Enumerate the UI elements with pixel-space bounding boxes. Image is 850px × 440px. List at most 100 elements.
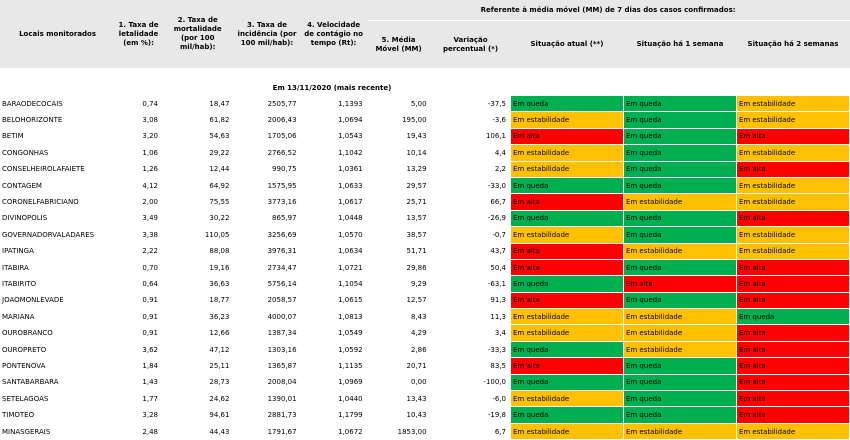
cell-situacao-1-semana: Em queda — [622, 160, 737, 178]
cell-local: BARAODECOCAIS — [2, 99, 63, 108]
cell-mortalidade: 18,47 — [209, 99, 230, 108]
cell-mortalidade: 36,63 — [209, 279, 230, 288]
table-row: OUROPRETO 3,62 47,12 1303,16 1,0592 2,86 -33,3… — [0, 340, 850, 359]
cell-situacao-2-semanas: Em estabilidade — [735, 242, 850, 260]
cell-situacao-atual: Em alta — [510, 357, 624, 375]
cell-situacao-atual: Em alta — [510, 193, 624, 211]
cell-letalidade: 3,62 — [142, 345, 158, 354]
cell-letalidade: 0,70 — [142, 263, 158, 272]
cell-mortalidade: 12,66 — [209, 329, 230, 338]
cell-situacao-atual: Em queda — [510, 406, 624, 424]
cell-situacao-1-semana: Em queda — [622, 176, 737, 195]
cell-situacao-1-semana: Em estabilidade — [622, 422, 737, 440]
header-situacao-atual: Situação atual (**) — [510, 20, 624, 68]
cell-situacao-2-semanas: Em estabilidade — [735, 193, 850, 211]
cell-situacao-1-semana: Em queda — [622, 390, 737, 408]
table-row: OUROBRANCO 0,91 12,66 1387,34 1,0549 4,29 3,4 E… — [0, 324, 850, 342]
cell-media-movel: 2,86 — [410, 345, 427, 354]
cell-local: SANTABARBARA — [2, 378, 59, 387]
cell-situacao-1-semana: Em queda — [622, 226, 737, 244]
cell-incidencia: 2766,52 — [267, 148, 297, 157]
cell-situacao-2-semanas: Em alta — [735, 258, 850, 277]
cell-media-movel: 19,43 — [406, 132, 427, 141]
cell-variacao: 50,4 — [490, 263, 506, 272]
cell-local: BELOHORIZONTE — [2, 116, 63, 125]
cell-media-movel: 29,57 — [406, 181, 427, 190]
cell-situacao-atual: Em queda — [510, 275, 624, 293]
cell-local: DIVINOPOLIS — [2, 214, 48, 223]
cell-rt: 1,1054 — [338, 279, 363, 288]
cell-situacao-1-semana: Em estabilidade — [622, 308, 737, 326]
table-row: ITABIRA 0,70 19,16 2734,47 1,0721 29,86 50,4 Em… — [0, 258, 850, 277]
cell-situacao-1-semana: Em alta — [622, 275, 737, 293]
cell-incidencia: 990,75 — [272, 165, 297, 174]
cell-situacao-2-semanas: Em queda — [735, 308, 850, 326]
cell-media-movel: 25,71 — [406, 198, 427, 207]
cell-mortalidade: 75,55 — [209, 198, 230, 207]
cell-situacao-1-semana: Em queda — [622, 406, 737, 424]
cell-local: TIMOTEO — [2, 411, 35, 420]
cell-mortalidade: 47,12 — [209, 345, 230, 354]
table-row: GOVERNADORVALADARES 3,38 110,05 3256,69 1,05… — [0, 226, 850, 244]
cell-incidencia: 865,97 — [272, 214, 297, 223]
cell-situacao-1-semana: Em queda — [622, 127, 737, 146]
cell-letalidade: 1,84 — [142, 361, 158, 370]
cell-letalidade: 4,12 — [142, 181, 158, 190]
header-mortalidade: 2. Taxa de mortalidade (por 100 mil/hab)… — [162, 0, 234, 68]
header-situacao-1-semana: Situação há 1 semana — [623, 20, 737, 68]
cell-rt: 1,0570 — [338, 230, 363, 239]
table-row: DIVINOPOLIS 3,49 30,22 865,97 1,0448 13,57 -26… — [0, 209, 850, 228]
cell-mortalidade: 30,22 — [209, 214, 230, 223]
cell-situacao-1-semana: Em estabilidade — [622, 242, 737, 260]
cell-situacao-1-semana: Em queda — [622, 94, 737, 113]
cell-situacao-1-semana: Em queda — [622, 111, 737, 129]
cell-situacao-2-semanas: Em estabilidade — [735, 226, 850, 244]
cell-local: CONGONHAS — [2, 148, 49, 157]
cell-rt: 1,0543 — [338, 132, 363, 141]
cell-situacao-atual: Em queda — [510, 340, 624, 359]
cell-incidencia: 2058,57 — [267, 296, 297, 305]
cell-situacao-2-semanas: Em alta — [735, 291, 850, 310]
cell-incidencia: 1365,87 — [267, 361, 297, 370]
header-letalidade: 1. Taxa de letalidade (em %): — [115, 0, 162, 68]
cell-situacao-atual: Em estabilidade — [510, 324, 624, 342]
spacer-row — [0, 68, 850, 81]
cell-media-movel: 10,14 — [406, 148, 427, 157]
cell-media-movel: 20,71 — [406, 361, 427, 370]
cell-letalidade: 0,74 — [142, 99, 158, 108]
cell-situacao-2-semanas: Em alta — [735, 324, 850, 342]
cell-rt: 1,0721 — [338, 263, 363, 272]
cell-situacao-1-semana: Em queda — [622, 258, 737, 277]
cell-letalidade: 3,38 — [142, 230, 158, 239]
cell-situacao-2-semanas: Em alta — [735, 373, 850, 392]
cell-letalidade: 2,00 — [142, 198, 158, 207]
cell-situacao-atual: Em estabilidade — [510, 111, 624, 129]
cell-rt: 1,0549 — [338, 329, 363, 338]
table-row: CONSELHEIROLAFAIETE 1,26 12,44 990,75 1,0361… — [0, 160, 850, 178]
table-body: Em 13/11/2020 (mais recente) BARAODECOCA… — [0, 68, 850, 440]
cell-incidencia: 2734,47 — [267, 263, 297, 272]
cell-variacao: -0,7 — [492, 230, 506, 239]
cell-situacao-2-semanas: Em estabilidade — [735, 144, 850, 162]
cell-rt: 1,0615 — [338, 296, 363, 305]
cell-incidencia: 1791,67 — [267, 427, 297, 436]
cell-letalidade: 1,77 — [142, 394, 158, 403]
cell-media-movel: 12,57 — [406, 296, 427, 305]
header-velocidade: 4. Velocidade de contágio no tempo (Rt): — [300, 0, 367, 68]
cell-letalidade: 3,08 — [142, 116, 158, 125]
cell-mortalidade: 28,73 — [209, 378, 230, 387]
cell-local: MINASGERAIS — [2, 427, 51, 436]
cell-situacao-1-semana: Em estabilidade — [622, 324, 737, 342]
cell-local: ITABIRA — [2, 263, 29, 272]
table-row: JOAOMONLEVADE 0,91 18,77 2058,57 1,0615 12,57… — [0, 291, 850, 310]
cell-situacao-2-semanas: Em estabilidade — [735, 94, 850, 113]
cell-variacao: 43,7 — [490, 247, 506, 256]
cell-local: MARIANA — [2, 312, 35, 321]
cell-media-movel: 10,43 — [406, 411, 427, 420]
cell-situacao-atual: Em alta — [510, 127, 624, 146]
cell-variacao: -33,0 — [487, 181, 506, 190]
cell-incidencia: 5756,14 — [267, 279, 297, 288]
cell-situacao-2-semanas: Em alta — [735, 357, 850, 375]
cell-media-movel: 0,00 — [410, 378, 427, 387]
